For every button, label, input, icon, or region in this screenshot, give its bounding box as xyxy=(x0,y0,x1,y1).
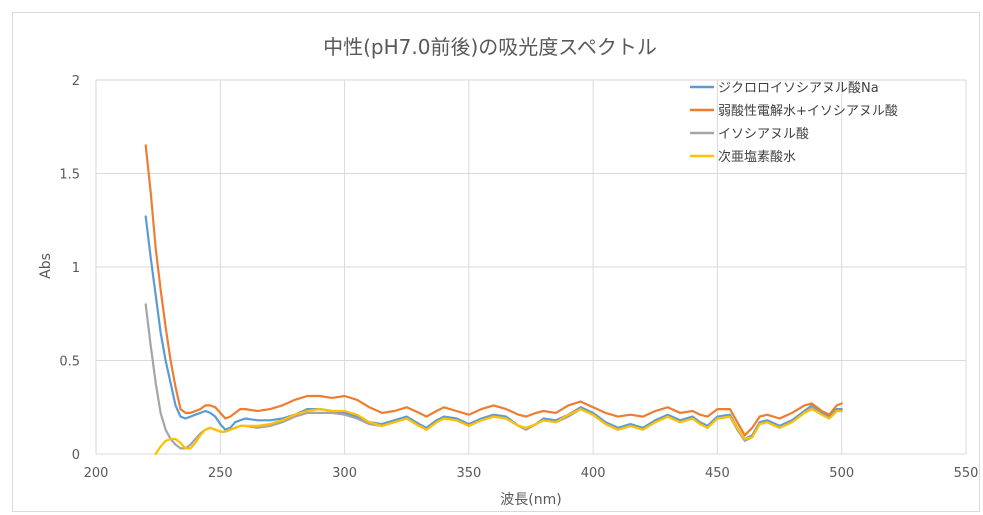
chart-title: 中性(pH7.0前後)の吸光度スペクトル xyxy=(323,35,657,59)
legend-label: 弱酸性電解水+イソシアヌル酸 xyxy=(718,104,898,119)
legend-label: 次亜塩素酸水 xyxy=(718,149,796,165)
x-tick-label: 400 xyxy=(581,466,606,481)
gridlines xyxy=(95,79,967,455)
y-axis-ticks: 0 0.5 1 1.5 2 xyxy=(59,74,80,463)
legend-label: イソシアヌル酸 xyxy=(718,127,809,142)
series-line-4 xyxy=(154,408,843,456)
y-axis-label: Abs xyxy=(38,253,54,279)
x-tick-label: 350 xyxy=(456,466,481,481)
x-tick-label: 450 xyxy=(705,466,730,481)
series-lines xyxy=(144,144,843,456)
chart-area xyxy=(12,12,980,512)
y-tick-label: 0.5 xyxy=(59,355,80,370)
x-axis-label: 波長(nm) xyxy=(500,492,561,508)
legend-label: ジクロロイソシアヌル酸Na xyxy=(718,81,879,96)
y-tick-label: 1.5 xyxy=(59,168,80,183)
y-tick-label: 0 xyxy=(72,448,80,463)
y-tick-label: 1 xyxy=(72,261,80,276)
x-tick-label: 550 xyxy=(954,466,979,481)
x-axis-ticks: 200 250 300 350 400 450 500 550 xyxy=(84,466,979,481)
x-tick-label: 300 xyxy=(332,466,357,481)
x-tick-label: 500 xyxy=(829,466,854,481)
y-tick-label: 2 xyxy=(72,74,80,89)
series-line-2 xyxy=(144,144,843,437)
x-tick-label: 200 xyxy=(84,466,109,481)
x-tick-label: 250 xyxy=(208,466,233,481)
